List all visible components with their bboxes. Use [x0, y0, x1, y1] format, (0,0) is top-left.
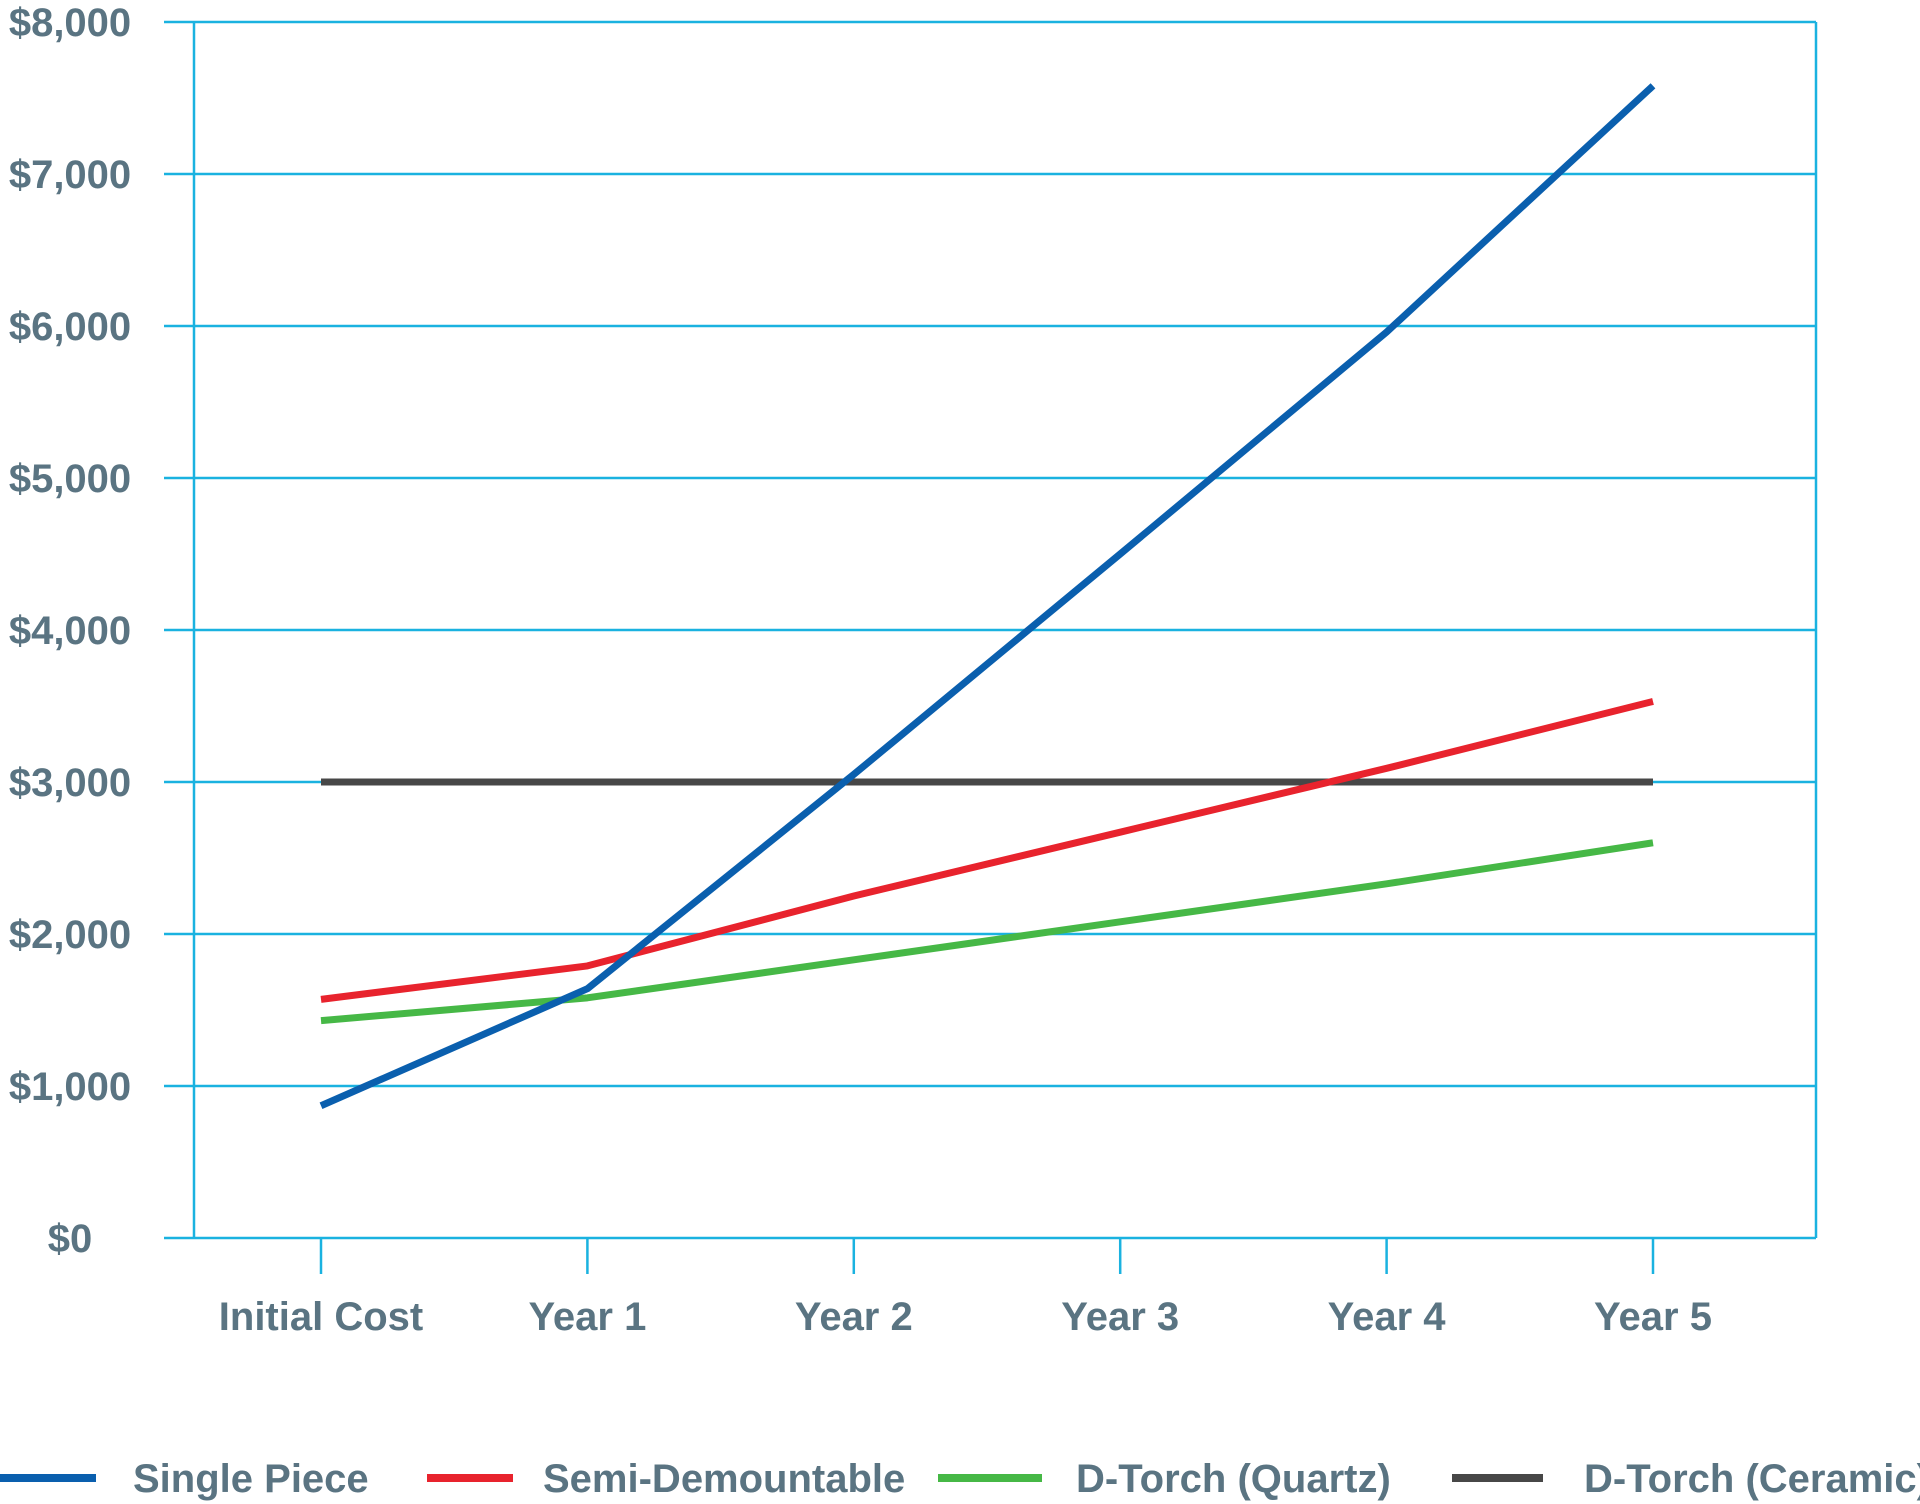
x-tick-label: Year 1	[528, 1295, 646, 1339]
x-axis-tick-labels: Initial Cost Year 1 Year 2 Year 3 Year 4 Year…	[219, 1295, 1712, 1339]
y-tick-label: $8,000	[9, 1, 131, 45]
y-tick-label: $3,000	[9, 761, 131, 805]
legend-label: D-Torch (Ceramic)	[1584, 1457, 1920, 1501]
series-line-single-piece	[319, 83, 1656, 1109]
grid	[164, 20, 1818, 1274]
y-axis-tick-labels: $0 $1,000 $2,000 $3,000 $4,000 $5,000 $6,000 $7…	[9, 1, 131, 1261]
x-tick-label: Year 4	[1328, 1295, 1447, 1339]
series-lines	[319, 83, 1656, 1109]
legend: Single Piece Semi-Demountable D-Torch (Qua…	[0, 1457, 1920, 1501]
y-tick-label: $7,000	[9, 153, 131, 197]
series-line-d-torch-quartz	[320, 839, 1654, 1025]
y-tick-label: $6,000	[9, 305, 131, 349]
y-tick-label: $0	[48, 1217, 93, 1261]
legend-label: D-Torch (Quartz)	[1076, 1457, 1391, 1501]
y-tick-label: $5,000	[9, 457, 131, 501]
x-tick-label: Initial Cost	[219, 1295, 423, 1339]
legend-label: Semi-Demountable	[543, 1457, 905, 1501]
y-tick-label: $1,000	[9, 1065, 131, 1109]
y-tick-label: $4,000	[9, 609, 131, 653]
y-tick-label: $2,000	[9, 913, 131, 957]
legend-label: Single Piece	[133, 1457, 369, 1501]
x-tick-label: Year 2	[795, 1295, 913, 1339]
x-tick-label: Year 3	[1061, 1295, 1179, 1339]
series-line-semi-demountable	[320, 698, 1654, 1003]
x-tick-label: Year 5	[1594, 1295, 1712, 1339]
